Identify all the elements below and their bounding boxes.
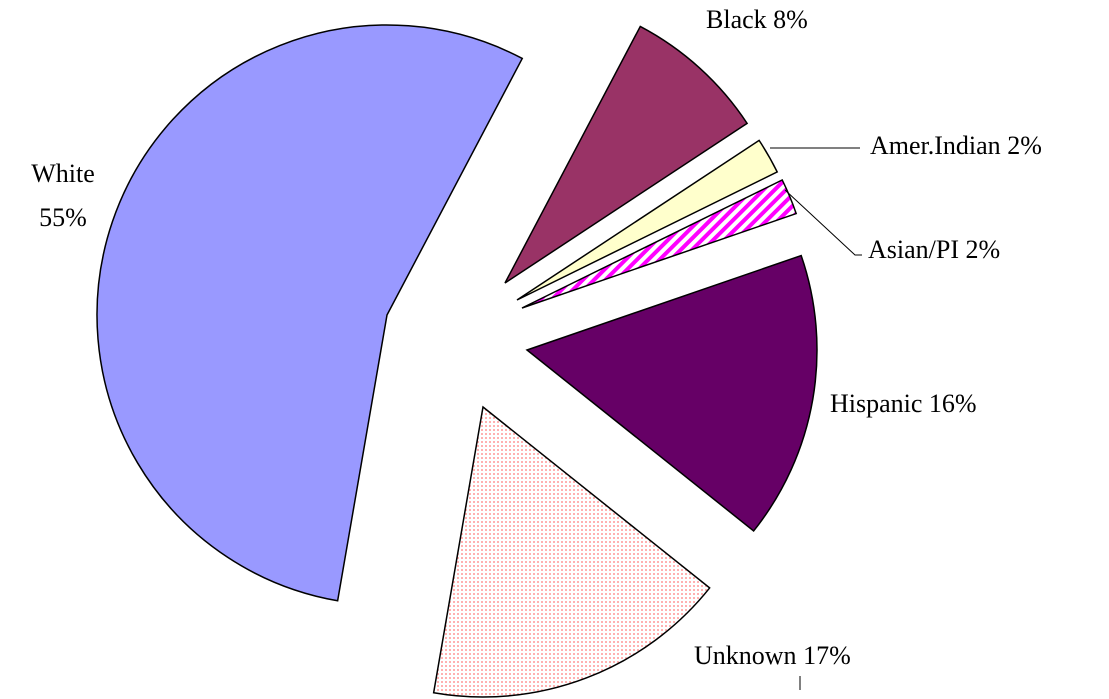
slice-label: Unknown 17% [694, 641, 851, 670]
slice-label: Hispanic 16% [830, 389, 977, 418]
slice-label: Asian/PI 2% [868, 235, 1000, 264]
pie-slice [516, 139, 779, 301]
slice-label: Amer.Indian 2% [870, 131, 1042, 160]
slices [96, 24, 818, 698]
slice-label: 55% [39, 203, 87, 232]
pie-slice [96, 24, 524, 602]
pie-slice [432, 405, 711, 698]
pie-slice [521, 178, 798, 309]
pie-slice [525, 254, 818, 532]
slice-label: White [31, 159, 95, 188]
slice-label: Black 8% [706, 5, 808, 34]
pie-slice [504, 25, 749, 284]
leader-line [784, 189, 862, 256]
